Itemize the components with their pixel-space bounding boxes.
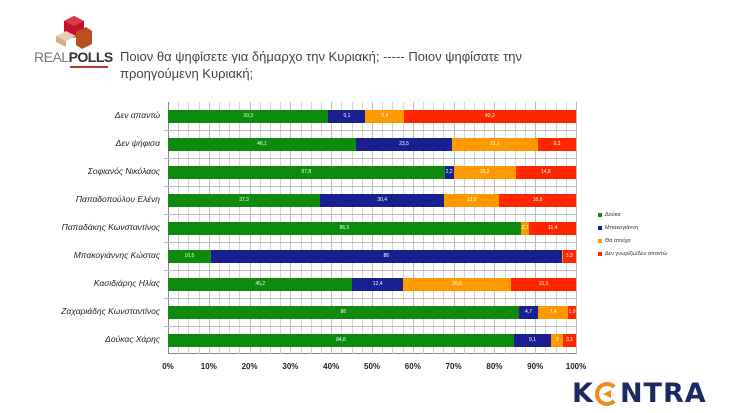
bar-row: 37,3 30,4 13,5 18,8	[168, 193, 576, 207]
realpolls-underline	[70, 66, 108, 68]
row-divider	[164, 270, 576, 271]
row-divider	[164, 158, 576, 159]
bar-segment: 1,9	[568, 305, 576, 319]
stacked-bar-chart: 39,3 9,1 9,4 42,2 46,1 23,5 21,1 9,3 67,8 2,2 15,2…	[164, 102, 577, 354]
chart-title: Ποιον θα ψηφίσετε για δήμαρχο την Κυριακ…	[120, 49, 522, 81]
x-tick-label: 90%	[527, 362, 544, 371]
bar-segment: 9,1	[513, 333, 552, 347]
bar-segment: 9,4	[365, 109, 404, 123]
category-label: Ζαχαριάδης Κωνσταντίνος	[61, 306, 160, 316]
bar-segment: 7,4	[538, 305, 569, 319]
bar-row: 86,5 2,1 11,4	[168, 221, 576, 235]
bar-segment: 3,1	[563, 333, 576, 347]
category-label: Παπαδάκης Κωνσταντίνος	[61, 222, 160, 232]
legend-item: Δούκα	[598, 212, 667, 218]
category-label: Δεν ψήφισα	[115, 138, 160, 148]
bar-segment: 9,1	[328, 109, 366, 123]
bar-segment: 2,2	[444, 165, 454, 179]
row-divider	[164, 130, 576, 131]
bar-segment: 86,5	[168, 221, 521, 235]
legend-swatch-icon	[598, 226, 602, 230]
bar-segment: 30,4	[320, 193, 445, 207]
realpolls-logo: REALPOLLS	[34, 14, 114, 70]
bar-segment: 10,5	[168, 249, 211, 263]
chart-legend: Δούκα Μπακογιάννη Θα απείχα Δεν γνωρίζω/Δεν…	[598, 212, 667, 264]
bar-row: 10,5860,23,3	[168, 249, 576, 263]
bar-segment: 23,5	[356, 137, 452, 151]
grid-line	[576, 102, 577, 354]
category-label: Σοφιανός Νικόλαος	[87, 166, 160, 176]
bar-row: 39,3 9,1 9,4 42,2	[168, 109, 576, 123]
category-label: Μπακογιάννης Κώστας	[73, 250, 160, 260]
bar-row: 84,8 9,1 3 3,1	[168, 333, 576, 347]
x-tick-label: 80%	[486, 362, 503, 371]
legend-item: Θα απείχα	[598, 238, 667, 244]
bar-segment: 12,4	[352, 277, 403, 291]
bar-segment: 37,3	[168, 193, 321, 207]
bar-segment: 9,3	[538, 137, 576, 151]
bar-row: 45,2 12,4 26,5 15,9	[168, 277, 576, 291]
row-divider	[164, 298, 576, 299]
bar-segment: 18,8	[499, 193, 576, 207]
legend-item: Δεν γνωρίζω/Δεν απαντώ	[598, 251, 667, 257]
kontra-logo: K NTRA	[572, 378, 707, 409]
category-label: Παπαδοπούλου Ελένη	[75, 194, 160, 204]
bar-segment: 26,5	[402, 277, 512, 291]
bar-segment: 0,2	[561, 249, 563, 263]
row-divider	[164, 214, 576, 215]
x-tick-label: 60%	[404, 362, 421, 371]
x-tick-label: 40%	[323, 362, 340, 371]
bar-segment: 15,2	[453, 165, 516, 179]
bar-segment: 4,7	[518, 305, 539, 319]
bar-segment: 2,1	[520, 221, 530, 235]
x-tick-label: 100%	[565, 362, 587, 371]
legend-swatch-icon	[598, 252, 602, 256]
legend-label: Δεν γνωρίζω/Δεν απαντώ	[605, 251, 668, 257]
legend-item: Μπακογιάννη	[598, 225, 667, 231]
kontra-rest: NTRA	[619, 378, 707, 409]
legend-label: Θα απείχα	[605, 238, 631, 244]
bar-segment: 84,8	[168, 333, 514, 347]
category-label: Δούκας Χάρης	[105, 334, 160, 344]
bar-row: 67,8 2,2 15,2 14,8	[168, 165, 576, 179]
realpolls-cubes-icon	[56, 16, 92, 49]
category-label: Δεν απαντώ	[114, 110, 160, 120]
x-tick-label: 20%	[241, 362, 258, 371]
row-divider	[164, 186, 576, 187]
bar-row: 86 4,7 7,4 1,9	[168, 305, 576, 319]
x-tick-label: 10%	[200, 362, 217, 371]
legend-swatch-icon	[598, 213, 602, 217]
bar-segment: 86	[168, 305, 519, 319]
category-label: Κασιδιάρης Ηλίας	[93, 278, 160, 288]
bar-segment: 45,2	[168, 277, 353, 291]
bar-segment: 13,5	[444, 193, 500, 207]
x-tick-label: 70%	[445, 362, 462, 371]
bar-segment: 42,2	[403, 109, 576, 123]
row-divider	[164, 242, 576, 243]
bar-segment: 14,8	[515, 165, 576, 179]
bar-row: 46,1 23,5 21,1 9,3	[168, 137, 576, 151]
x-tick-label: 50%	[363, 362, 381, 371]
x-tick-label: 0%	[162, 362, 174, 371]
bar-segment: 3	[551, 333, 564, 347]
kontra-play-icon	[594, 381, 619, 406]
bar-segment: 15,9	[511, 277, 576, 291]
kontra-k: K	[572, 378, 594, 409]
legend-swatch-icon	[598, 239, 602, 243]
legend-label: Μπακογιάννη	[605, 225, 638, 231]
row-divider	[164, 326, 576, 327]
x-tick-label: 30%	[282, 362, 299, 371]
bar-segment: 39,3	[168, 109, 329, 123]
bar-segment: 11,4	[529, 221, 576, 235]
bar-segment: 67,8	[168, 165, 445, 179]
realpolls-wordmark: REALPOLLS	[34, 49, 113, 65]
bar-segment: 46,1	[168, 137, 357, 151]
legend-label: Δούκα	[605, 212, 621, 218]
bar-segment: 3,3	[562, 249, 576, 263]
bar-segment: 21,1	[451, 137, 539, 151]
bar-segment: 86	[210, 249, 562, 263]
